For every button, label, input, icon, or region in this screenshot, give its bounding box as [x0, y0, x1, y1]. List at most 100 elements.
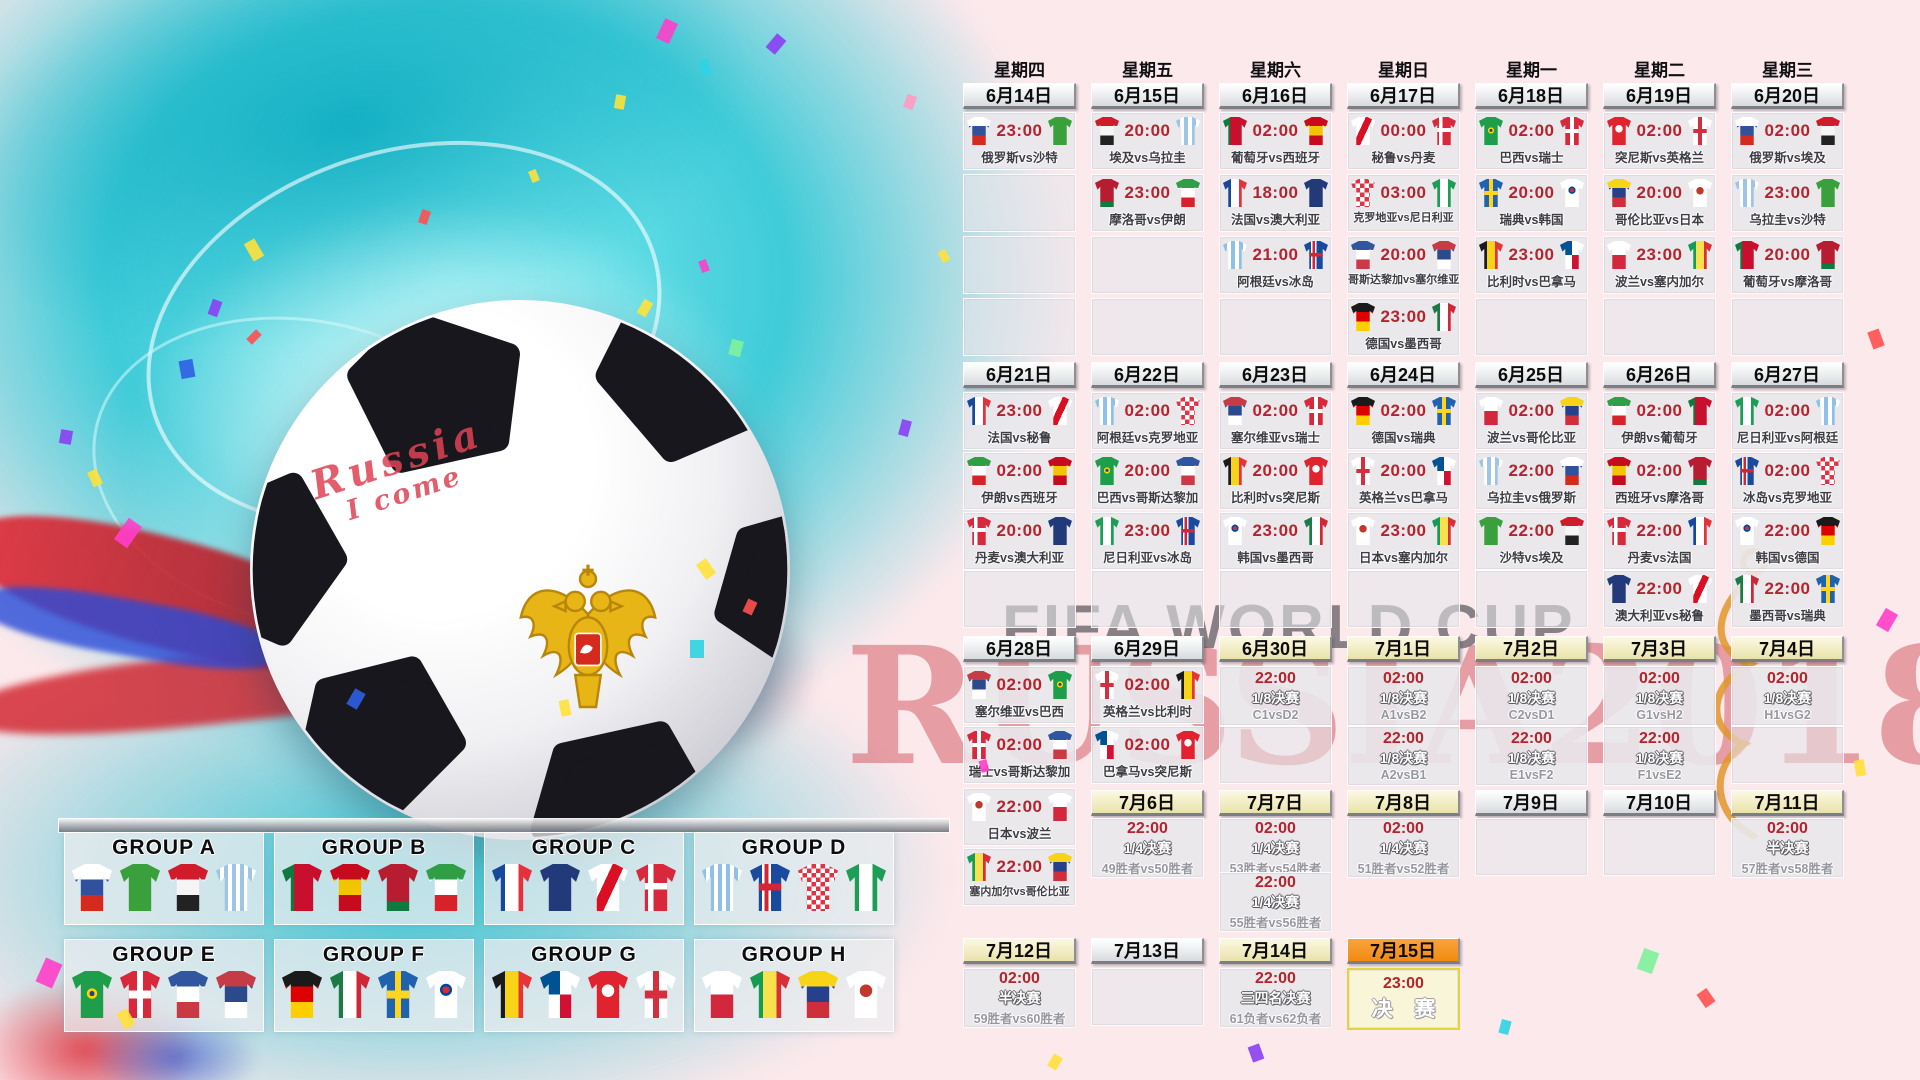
match-time: 02:00 [1380, 401, 1427, 420]
date-chip: 7月1日 [1347, 636, 1460, 662]
jersey-icon-秘鲁 [1351, 117, 1375, 145]
stage-label: 1/8决赛 [1507, 750, 1556, 766]
group-title: GROUP H [741, 943, 847, 966]
match-cell: 20:00 比利时vs突尼斯 [1219, 452, 1332, 510]
stage-label: 1/8决赛 [1379, 690, 1428, 706]
match-cell: 22:00 韩国vs德国 [1731, 512, 1844, 570]
group-title: GROUP E [112, 943, 216, 966]
knockout-cell: 02:00 半决赛 59胜者vs60胜者 [963, 968, 1076, 1028]
match-cell: 00:00 秘鲁vs丹麦 [1347, 112, 1460, 170]
jersey-icon-阿根廷 [1095, 397, 1119, 425]
jersey-icon-塞内加尔 [1688, 241, 1712, 269]
stage-label: 1/4决赛 [1251, 839, 1300, 856]
match-name: 墨西哥vs瑞典 [1749, 609, 1826, 623]
match-time: 02:00 [1764, 461, 1811, 480]
match-name: 塞尔维亚vs巴西 [975, 705, 1064, 719]
jersey-icon-克罗地亚 [1351, 179, 1375, 207]
jersey-icon-巴拿马 [1560, 241, 1584, 269]
match-time: 20:00 [1380, 461, 1427, 480]
weekday-label: 星期二 [1634, 61, 1685, 80]
match-cell: 22:00 乌拉圭vs俄罗斯 [1475, 452, 1588, 510]
jersey-icon-尼日利亚 [1095, 517, 1119, 545]
match-time: 02:00 [1764, 401, 1811, 420]
match-cell: 20:00 哥伦比亚vs日本 [1603, 174, 1716, 232]
match-cell: 20:00 葡萄牙vs摩洛哥 [1731, 236, 1844, 294]
match-time: 23:00 [1380, 521, 1427, 540]
jersey-icon-塞尔维亚 [1432, 241, 1456, 269]
date-chip: 7月7日 [1219, 790, 1332, 816]
ball-pentagons [252, 302, 788, 838]
match-name: 巴西vs哥斯达黎加 [1096, 491, 1199, 505]
jersey-icon-瑞士 [967, 731, 991, 759]
group-jerseys [702, 864, 886, 911]
jersey-icon-伊朗 [967, 457, 991, 485]
pairing-label: C1vsD2 [1252, 708, 1299, 722]
match-time: 22:00 [1511, 730, 1552, 747]
jersey-icon-塞尔维亚 [1223, 397, 1247, 425]
empty-cell [1219, 298, 1332, 356]
match-cell: 23:00 摩洛哥vs伊朗 [1091, 174, 1204, 232]
match-name: 丹麦vs澳大利亚 [975, 551, 1064, 565]
date-chip: 6月19日 [1603, 83, 1716, 109]
date-chip: 7月15日 [1347, 938, 1460, 964]
match-name: 乌拉圭vs沙特 [1749, 213, 1826, 227]
match-name: 巴拿马vs突尼斯 [1103, 765, 1192, 779]
pairing-label: G1vsH2 [1636, 708, 1683, 722]
pairing-label: H1vsG2 [1764, 708, 1811, 722]
date-chip: 7月12日 [963, 938, 1076, 964]
jersey-icon-韩国 [1560, 179, 1584, 207]
match-name: 尼日利亚vs冰岛 [1103, 551, 1192, 565]
group-title: GROUP C [531, 836, 637, 859]
match-time: 02:00 [996, 675, 1043, 694]
match-time: 02:00 [1767, 670, 1808, 687]
jersey-icon-葡萄牙 [1735, 241, 1759, 269]
match-time: 20:00 [996, 521, 1043, 540]
match-cell: 02:00 突尼斯vs英格兰 [1603, 112, 1716, 170]
match-cell: 02:00 尼日利亚vs阿根廷 [1731, 392, 1844, 450]
group-jerseys [702, 971, 886, 1018]
empty-cell [1091, 570, 1204, 628]
jersey-icon-法国 [492, 864, 532, 911]
match-time: 22:00 [996, 797, 1043, 816]
match-cell: 02:00 俄罗斯vs埃及 [1731, 112, 1844, 170]
jersey-icon-摩洛哥 [1095, 179, 1119, 207]
jersey-icon-墨西哥 [1735, 575, 1759, 603]
match-cell: 22:00 丹麦vs法国 [1603, 512, 1716, 570]
jersey-icon-波兰 [1479, 397, 1503, 425]
pairing-label: A2vsB1 [1380, 768, 1427, 782]
pairing-label: 59胜者vs60胜者 [973, 1011, 1066, 1026]
weekday-label: 星期三 [1762, 61, 1813, 80]
jersey-icon-法国 [967, 397, 991, 425]
empty-cell [1475, 570, 1588, 628]
match-cell: 02:00 阿根廷vs克罗地亚 [1091, 392, 1204, 450]
match-name: 波兰vs塞内加尔 [1615, 275, 1704, 289]
date-chip: 6月29日 [1091, 636, 1204, 662]
jersey-icon-乌拉圭 [1735, 179, 1759, 207]
date-chip: 7月11日 [1731, 790, 1844, 816]
match-name: 德国vs瑞典 [1371, 431, 1436, 445]
match-name: 哥斯达黎加vs塞尔维亚 [1348, 274, 1460, 286]
pairing-label: 61负者vs62负者 [1229, 1011, 1322, 1026]
jersey-icon-日本 [1688, 179, 1712, 207]
knockout-cell: 22:00 1/8决赛 A2vsB1 [1347, 726, 1460, 786]
jersey-icon-澳大利亚 [1304, 179, 1328, 207]
jersey-icon-丹麦 [967, 517, 991, 545]
jersey-icon-克罗地亚 [798, 864, 838, 911]
jersey-icon-哥斯达黎加 [1351, 241, 1375, 269]
russia-eagle-emblem [519, 564, 657, 709]
match-time: 22:00 [1255, 873, 1296, 891]
stage-label: 三四名决赛 [1240, 989, 1311, 1006]
jersey-icon-冰岛 [1735, 457, 1759, 485]
match-cell: 20:00 英格兰vs巴拿马 [1347, 452, 1460, 510]
jersey-icon-沙特 [120, 864, 160, 911]
jersey-icon-乌拉圭 [1176, 117, 1200, 145]
date-chip: 6月25日 [1475, 362, 1588, 388]
match-cell: 23:00 波兰vs塞内加尔 [1603, 236, 1716, 294]
group-panel-b: GROUP B [274, 832, 474, 925]
jersey-icon-英格兰 [1688, 117, 1712, 145]
knockout-cell: 22:00 三四名决赛 61负者vs62负者 [1219, 968, 1332, 1028]
stage-label: 1/8决赛 [1635, 750, 1684, 766]
match-cell: 23:00 乌拉圭vs沙特 [1731, 174, 1844, 232]
match-time: 22:00 [1383, 730, 1424, 747]
